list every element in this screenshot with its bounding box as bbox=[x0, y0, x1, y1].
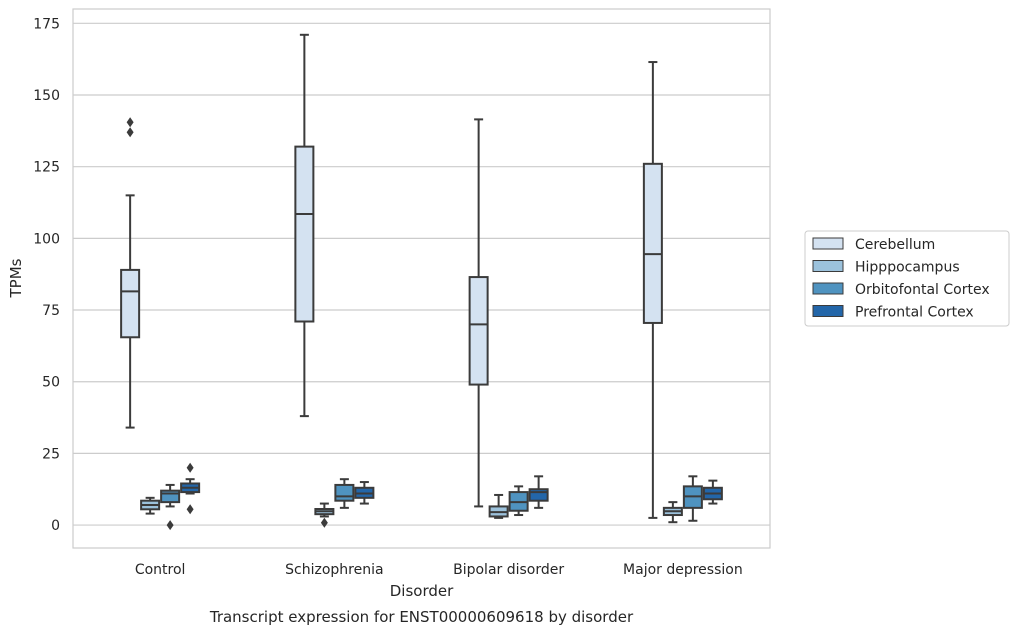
x-tick-label: Control bbox=[135, 562, 186, 578]
x-tick-label: Schizophrenia bbox=[285, 562, 383, 578]
box-iqr bbox=[528, 488, 549, 502]
x-tick-label: Bipolar disorder bbox=[453, 562, 564, 578]
legend: Cerebellum Hipppocampus Orbitofontal Corte… bbox=[804, 230, 1010, 327]
box-3-1 bbox=[354, 481, 375, 505]
box-0-0 bbox=[120, 117, 141, 429]
legend-swatch bbox=[812, 305, 844, 317]
box-iqr bbox=[468, 276, 489, 386]
box-1-0 bbox=[140, 496, 161, 515]
y-tick-label: 50 bbox=[42, 375, 60, 391]
plot-frame bbox=[72, 8, 771, 549]
y-tick-label: 175 bbox=[33, 16, 60, 32]
box-2-2 bbox=[508, 485, 529, 517]
box-3-0 bbox=[180, 462, 201, 515]
box-1-1 bbox=[314, 502, 335, 528]
legend-label: Orbitofontal Cortex bbox=[855, 282, 990, 298]
legend-label: Prefrontal Cortex bbox=[855, 305, 974, 321]
box-1-2 bbox=[488, 493, 509, 519]
box-iqr bbox=[120, 268, 141, 339]
grid bbox=[73, 22, 770, 526]
x-axis-label: Disorder bbox=[390, 582, 454, 600]
y-tick-label: 0 bbox=[51, 518, 60, 534]
box-0-3 bbox=[642, 61, 663, 519]
outlier-point bbox=[186, 462, 194, 473]
outlier-point bbox=[186, 504, 194, 515]
chart-caption: Transcript expression for ENST0000060961… bbox=[209, 608, 634, 626]
box-2-3 bbox=[682, 475, 703, 522]
x-tick-label: Major depression bbox=[623, 562, 743, 578]
y-tick-label: 150 bbox=[33, 88, 60, 104]
box-iqr bbox=[334, 483, 355, 502]
y-tick-label: 100 bbox=[33, 231, 60, 247]
box-1-3 bbox=[662, 501, 683, 524]
outlier-point bbox=[126, 127, 134, 138]
legend-label: Hipppocampus bbox=[855, 260, 960, 276]
y-tick-label: 25 bbox=[42, 446, 60, 462]
box-3-3 bbox=[702, 479, 723, 505]
box-2-1 bbox=[334, 478, 355, 509]
y-tick-label: 75 bbox=[42, 303, 60, 319]
outlier-point bbox=[126, 117, 134, 128]
legend-frame bbox=[804, 230, 1010, 327]
y-axis-label: TPMs bbox=[7, 258, 25, 298]
box-3-2 bbox=[528, 475, 549, 509]
legend-swatch bbox=[812, 260, 844, 272]
legend-label: Cerebellum bbox=[855, 237, 935, 253]
outlier-point bbox=[320, 517, 328, 528]
plot-area bbox=[120, 33, 723, 531]
box-2-0 bbox=[160, 483, 181, 531]
x-axis-ticks: Control Schizophrenia Bipolar disorder Majo… bbox=[135, 562, 743, 578]
box-0-2 bbox=[468, 118, 489, 508]
outlier-point bbox=[166, 520, 174, 531]
box-iqr bbox=[294, 145, 315, 323]
box-0-1 bbox=[294, 33, 315, 418]
y-tick-label: 125 bbox=[33, 160, 60, 176]
box-iqr bbox=[160, 489, 181, 504]
legend-swatch bbox=[812, 282, 844, 295]
y-axis-ticks: 0 25 50 75 100 125 150 175 bbox=[33, 16, 60, 534]
legend-swatch bbox=[812, 237, 844, 250]
box-iqr bbox=[642, 162, 663, 324]
